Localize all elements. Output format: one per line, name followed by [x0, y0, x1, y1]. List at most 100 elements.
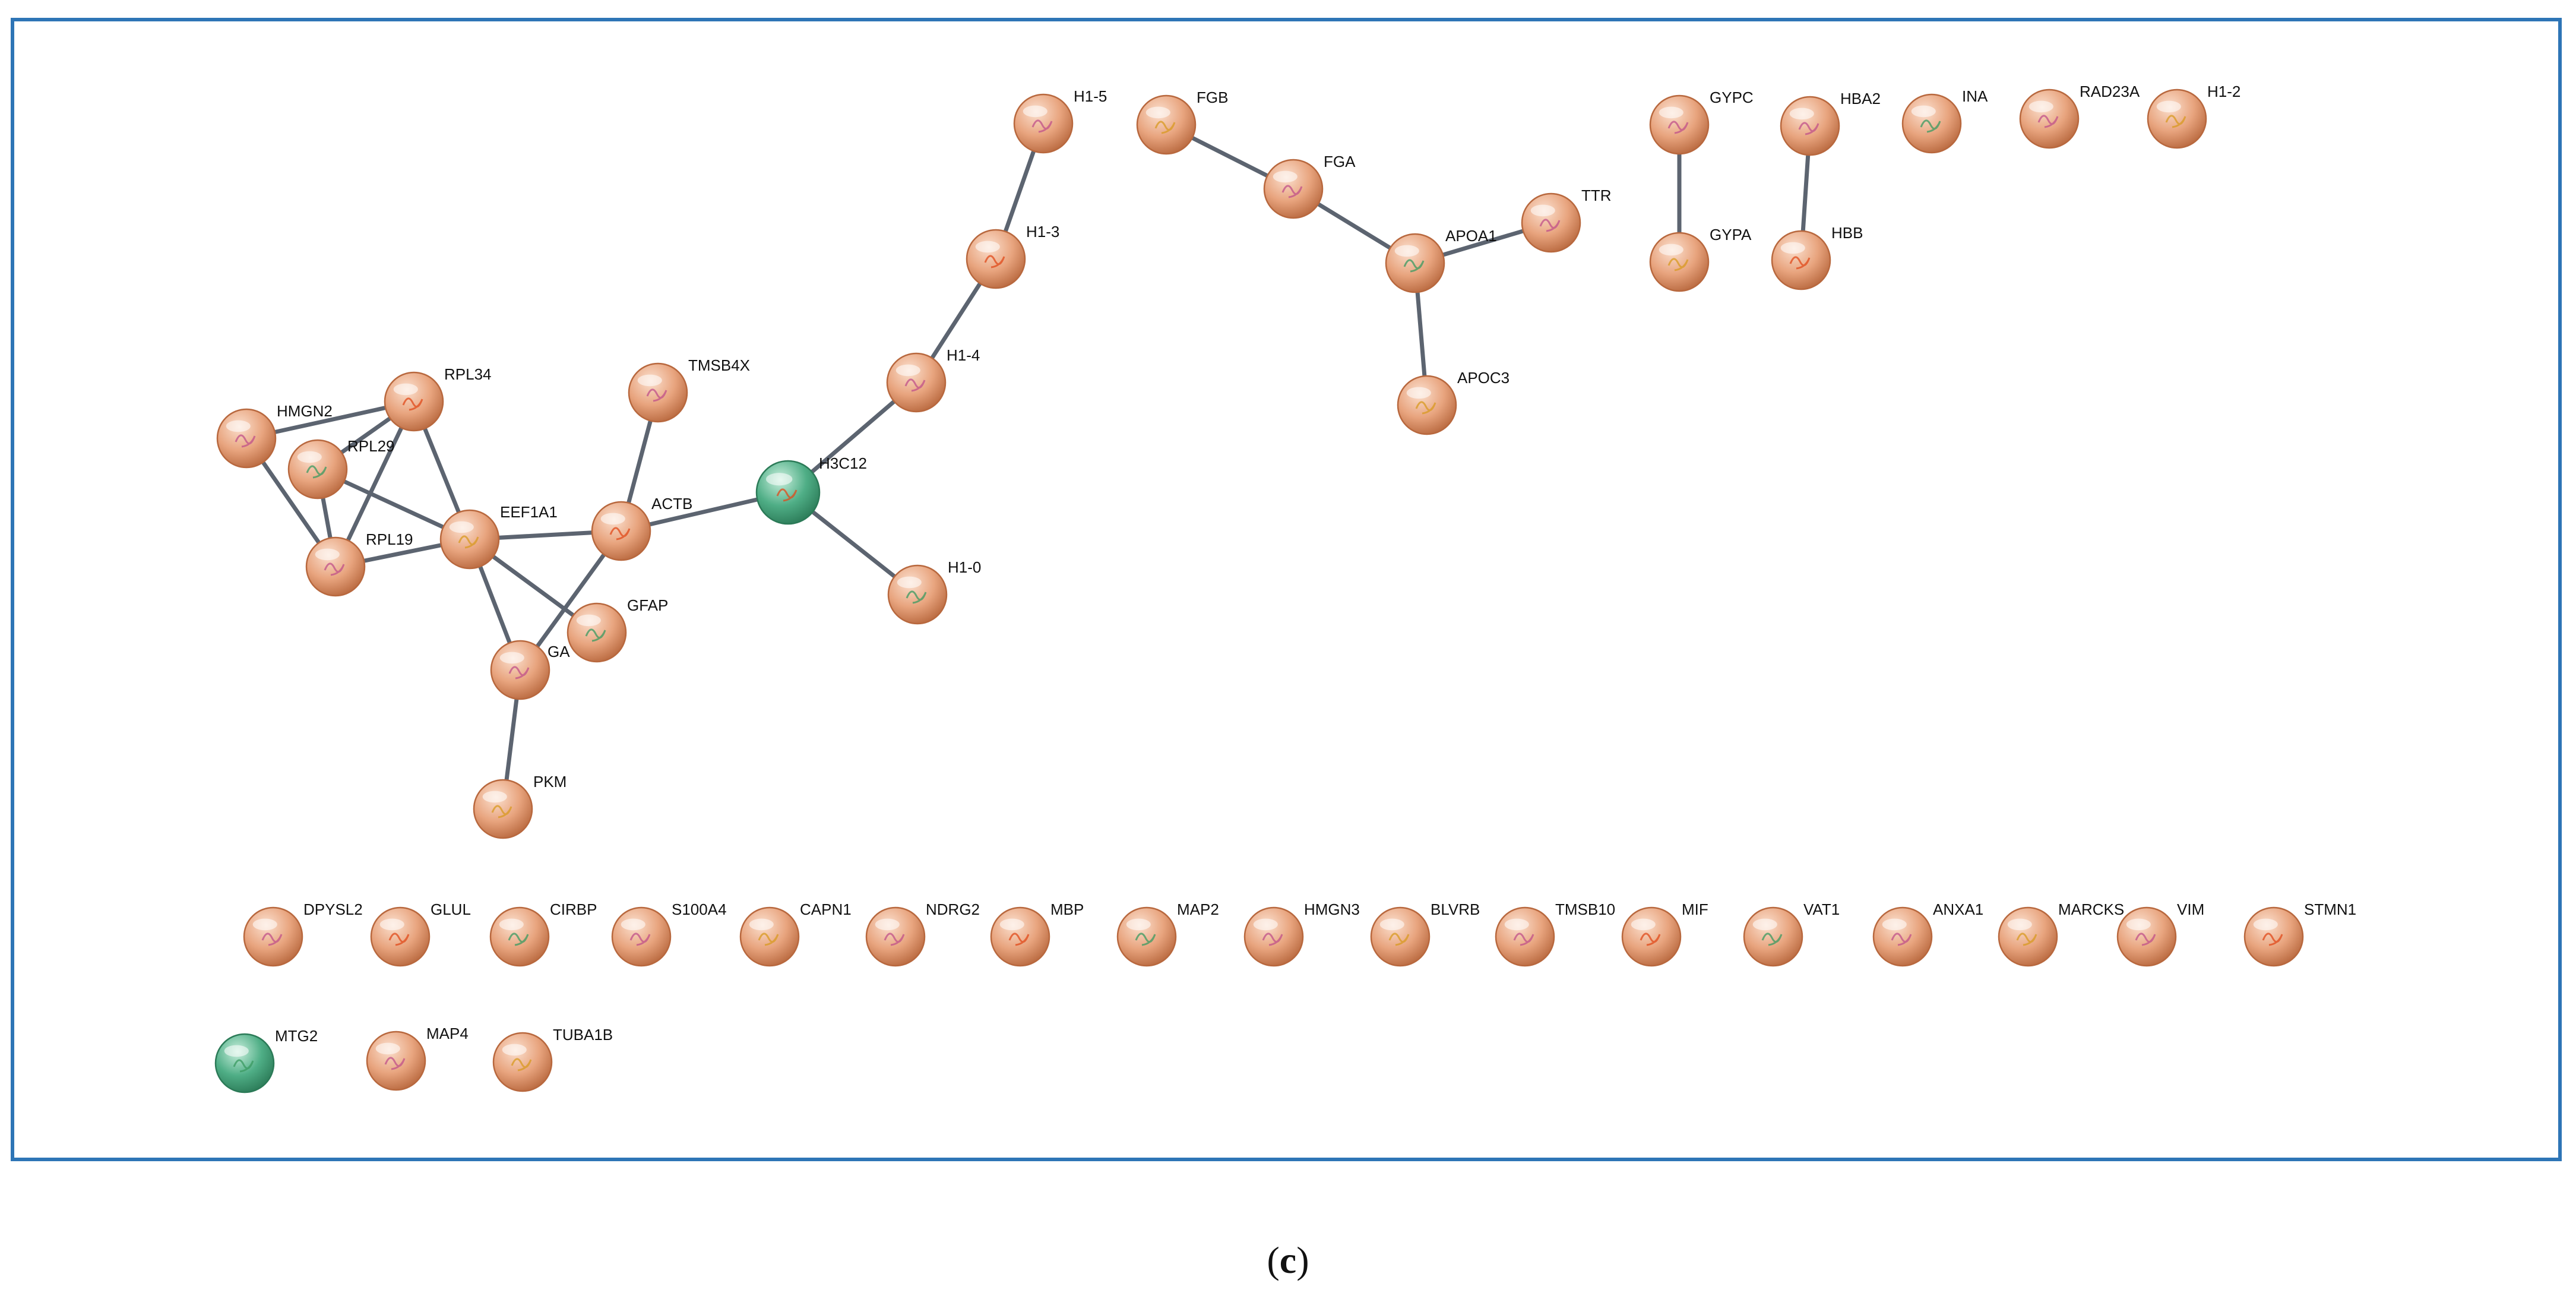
node-label: PKM [533, 773, 567, 791]
node-h3c12[interactable]: H3C12 [755, 454, 867, 525]
sphere-highlight [1379, 918, 1404, 931]
node-sphere [1649, 94, 1710, 155]
node-hmgn3[interactable]: HMGN3 [1243, 900, 1360, 967]
structure-icon [511, 1058, 532, 1072]
structure-icon [324, 562, 345, 576]
node-label: FGA [1324, 153, 1356, 170]
node-rpl19[interactable]: RPL19 [305, 530, 413, 597]
node-gypa[interactable]: GYPA [1649, 226, 1752, 292]
node-pkm[interactable]: PKM [473, 773, 567, 839]
node-label: APOC3 [1457, 369, 1509, 387]
node-actb[interactable]: ACTB [591, 495, 692, 561]
node-tmsb10[interactable]: TMSB10 [1495, 900, 1615, 967]
node-stmn1[interactable]: STMN1 [2243, 900, 2356, 967]
node-anxa1[interactable]: ANXA1 [1872, 900, 1983, 967]
node-blvrb[interactable]: BLVRB [1370, 900, 1480, 967]
node-vat1[interactable]: VAT1 [1743, 900, 1840, 967]
node-hba2[interactable]: HBA2 [1780, 90, 1881, 156]
structure-icon [1761, 933, 1783, 946]
node-h1-0[interactable]: H1-0 [887, 558, 981, 625]
node-apoa1[interactable]: APOA1 [1385, 227, 1497, 293]
sphere-highlight [482, 791, 507, 803]
node-glul[interactable]: GLUL [370, 900, 471, 967]
structure-icon [2165, 115, 2186, 128]
node-s100a4[interactable]: S100A4 [611, 900, 727, 967]
node-gfap[interactable]: GFAP [567, 596, 668, 663]
node-label: HBB [1831, 224, 1863, 242]
sphere-highlight [1631, 918, 1656, 931]
sphere-highlight [449, 521, 474, 533]
node-label: H1-2 [2207, 83, 2240, 100]
node-sphere [384, 371, 444, 432]
node-apoc3[interactable]: APOC3 [1397, 369, 1509, 435]
structure-icon [2262, 933, 2283, 946]
node-h1-4[interactable]: H1-4 [886, 346, 980, 413]
node-fgb[interactable]: FGB [1136, 89, 1228, 155]
node-rpl34[interactable]: RPL34 [384, 365, 492, 432]
node-fga[interactable]: FGA [1263, 153, 1356, 219]
structure-icon [904, 378, 926, 392]
node-eef1a1[interactable]: EEF1A1 [439, 503, 558, 570]
node-marcks[interactable]: MARCKS [1998, 900, 2124, 967]
node-vim[interactable]: VIM [2116, 900, 2204, 967]
node-h1-2[interactable]: H1-2 [2147, 83, 2240, 149]
node-capn1[interactable]: CAPN1 [739, 900, 852, 967]
node-rad23a[interactable]: RAD23A [2019, 83, 2140, 149]
node-label: DPYSL2 [303, 900, 363, 918]
node-rpl29[interactable]: RPL29 [287, 437, 395, 500]
node-h1-5[interactable]: H1-5 [1013, 87, 1107, 154]
node-h1-3[interactable]: H1-3 [966, 223, 1059, 289]
node-sphere [473, 779, 533, 839]
node-tmsb4x[interactable]: TMSB4X [628, 356, 750, 423]
sphere-highlight [2028, 100, 2053, 113]
structure-icon [984, 255, 1005, 268]
node-layer: H1-5 FGB FGA H1-3 APOA1 TTR APOC3 H1-4 H3C12 H1-0… [214, 83, 2356, 1093]
sphere-highlight [1145, 106, 1170, 119]
node-sphere [1397, 375, 1457, 435]
node-map2[interactable]: MAP2 [1116, 900, 1219, 967]
node-sphere [2147, 89, 2207, 149]
structure-icon [2037, 115, 2059, 128]
structure-icon [1667, 258, 1689, 271]
node-ttr[interactable]: TTR [1521, 187, 1612, 253]
node-sphere [1771, 230, 1831, 290]
structure-icon [1891, 933, 1912, 946]
node-dpysl2[interactable]: DPYSL2 [243, 900, 363, 967]
sphere-highlight [2156, 100, 2181, 113]
node-hbb[interactable]: HBB [1771, 224, 1863, 290]
node-gapdh[interactable]: GA [490, 640, 570, 700]
node-label: TMSB4X [688, 356, 750, 374]
node-label: VAT1 [1803, 900, 1840, 918]
structure-icon [1920, 119, 1941, 133]
node-tuba1b[interactable]: TUBA1B [492, 1026, 613, 1092]
node-sphere [2019, 89, 2080, 149]
sphere-highlight [897, 576, 922, 589]
node-label: MIF [1682, 900, 1708, 918]
node-cirbp[interactable]: CIRBP [489, 900, 597, 967]
node-sphere [1116, 906, 1177, 967]
sphere-highlight [875, 918, 900, 931]
structure-icon [585, 628, 606, 642]
node-label: GYPA [1710, 226, 1752, 244]
sphere-highlight [1504, 918, 1529, 931]
node-hmgn2[interactable]: HMGN2 [216, 402, 333, 469]
node-label: TTR [1581, 187, 1612, 204]
node-map4[interactable]: MAP4 [366, 1025, 469, 1091]
node-mif[interactable]: MIF [1621, 900, 1708, 967]
node-label: BLVRB [1431, 900, 1480, 918]
sphere-highlight [1659, 106, 1683, 119]
node-sphere [611, 906, 672, 967]
sphere-highlight [502, 1044, 527, 1056]
node-sphere [887, 564, 948, 625]
node-gypc[interactable]: GYPC [1649, 89, 1754, 155]
node-sphere [1136, 94, 1197, 155]
node-label: VIM [2177, 900, 2204, 918]
node-label: HMGN3 [1304, 900, 1360, 918]
node-ndrg2[interactable]: NDRG2 [865, 900, 980, 967]
node-ina[interactable]: INA [1901, 87, 1988, 154]
node-mbp[interactable]: MBP [990, 900, 1084, 967]
node-mtg2[interactable]: MTG2 [214, 1027, 318, 1093]
sphere-highlight [499, 918, 524, 931]
sphere-highlight [379, 918, 404, 931]
